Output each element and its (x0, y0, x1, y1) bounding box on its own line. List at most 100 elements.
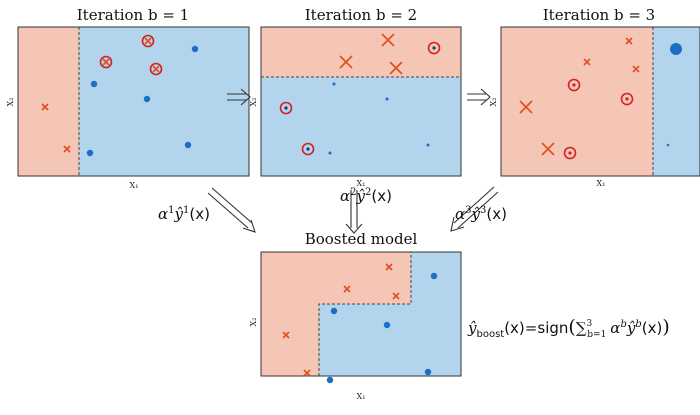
weight-3-arg: (x) (486, 205, 507, 223)
panel-2-title: Iteration b = 2 (305, 6, 417, 24)
weight-1-alpha-sup: 1 (168, 205, 174, 216)
arrow-iter2-to-boosted (345, 190, 363, 234)
formula-yhat-sup: b (635, 319, 641, 330)
panel-2-point-2 (339, 55, 353, 69)
boosted-xlabel: X₁ (357, 392, 366, 401)
weight-3-yhat-sup: 3 (480, 205, 486, 216)
panel-1-ylabel: X₂ (6, 98, 15, 107)
panel-3-ylabel: X₂ (489, 98, 498, 107)
formula-lhs: ŷ (467, 319, 477, 337)
arrow-iter3-to-boosted (450, 186, 499, 232)
weight-2-alpha: α (340, 187, 350, 205)
formula-rparen: ) (662, 316, 669, 338)
arrow-iter1-to-boosted (207, 187, 256, 233)
formula-lhs-sub: boost (476, 329, 504, 340)
weight-1-yhat: ŷ (174, 205, 184, 223)
weight-3-alpha: α (455, 205, 465, 223)
panel-1-frame (17, 26, 250, 177)
boosted-frame (260, 251, 462, 377)
formula-lparen: ( (568, 316, 575, 338)
panel-2-point-4 (427, 41, 441, 55)
boosted-point-3 (392, 292, 400, 300)
boosted-boundary (318, 252, 412, 376)
panel-1-point-6 (191, 45, 199, 53)
boosted-ylabel: X₂ (249, 318, 258, 327)
weight-1-yhat-sup: 1 (183, 205, 189, 216)
boosted-region-red-a (261, 252, 411, 304)
panel-3-point-2 (583, 58, 591, 66)
panel-1-point-4 (99, 55, 113, 69)
boosted-point-4 (282, 331, 290, 339)
panel-2-point-7 (332, 82, 336, 86)
panel-1-point-1 (41, 103, 49, 111)
panel-2-region-blue (261, 77, 461, 176)
weight-2-yhat: ŷ (356, 187, 366, 205)
formula-eq: = (525, 319, 538, 337)
panel-2-point-8 (385, 97, 389, 101)
panel-3-xlabel: X₁ (597, 179, 606, 188)
panel-1-point-3 (141, 34, 155, 48)
arrow-iter2-to-iter3 (467, 88, 491, 106)
formula-arg: (x) (642, 319, 663, 337)
weight-3-yhat: ŷ (471, 205, 481, 223)
panel-1-point-2 (63, 145, 71, 153)
boosted-point-8 (383, 321, 391, 329)
panel-boosted-model: Boosted model X₁ X₂ (249, 230, 462, 401)
panel-2-point-6 (301, 142, 315, 156)
panel-2-points (279, 33, 441, 156)
weight-2-alpha-sup: 2 (350, 187, 356, 198)
panel-3-point-3 (632, 65, 640, 73)
formula-alpha: α (610, 319, 620, 337)
arrow-iter1-to-iter2 (227, 88, 251, 106)
panel-1-point-9 (86, 149, 94, 157)
boosted-region-red-b (261, 304, 319, 376)
panel-3-point-7 (620, 92, 634, 106)
panel-2-point-9 (328, 151, 332, 155)
panel-3-point-1 (625, 37, 633, 45)
boosted-point-2 (343, 285, 351, 293)
weight-2-arg: (x) (371, 187, 392, 205)
panel-iteration-1: Iteration b = 1 X₁ X₂ (6, 6, 250, 190)
panel-1-region-blue (79, 27, 249, 176)
panel-1-point-5 (149, 62, 163, 76)
panel-2-region-red (261, 27, 461, 77)
boosted-title: Boosted model (305, 230, 418, 248)
panel-3-point-6 (567, 78, 581, 92)
panel-1-title: Iteration b = 1 (77, 6, 189, 24)
panel-2-point-10 (426, 143, 430, 147)
formula-alpha-sup: b (620, 319, 626, 330)
boosted-point-7 (330, 307, 338, 315)
boosted-points (282, 263, 438, 384)
boosted-point-5 (303, 369, 311, 377)
boosted-region-blue-b (319, 304, 411, 376)
panel-3-region-red (501, 27, 653, 176)
panel-3-point-9 (670, 43, 682, 55)
weight-1-arg: (x) (189, 205, 210, 223)
formula-lhs-arg: (x) (504, 319, 525, 337)
panel-2-point-1 (381, 33, 395, 47)
panel-1-point-10 (184, 141, 192, 149)
weight-label-3: α3ŷ3(x) (455, 205, 507, 223)
panel-1-point-7 (90, 80, 98, 88)
weight-1-alpha: α (158, 205, 168, 223)
weight-3-alpha-sup: 3 (465, 205, 471, 216)
boosted-point-10 (424, 368, 432, 376)
panel-3-point-8 (563, 146, 577, 160)
boosted-point-9 (326, 376, 334, 384)
panel-3-frame (500, 26, 700, 177)
weight-label-1: α1ŷ1(x) (158, 205, 210, 223)
panel-1-xlabel: X₁ (130, 181, 139, 190)
boosted-point-1 (385, 263, 393, 271)
panel-3-point-4 (519, 100, 533, 114)
panel-iteration-2: Iteration b = 2 X₁ X₂ (249, 6, 462, 188)
formula-sum: ∑ (576, 319, 587, 337)
panel-2-ylabel: X₂ (249, 98, 258, 107)
panel-2-xlabel: X₁ (357, 179, 366, 188)
panel-3-point-10 (666, 143, 670, 147)
boosted-region-blue-a (411, 252, 461, 376)
panel-3-point-5 (541, 142, 555, 156)
formula-sum-sup: 3 (587, 319, 593, 329)
panel-2-point-3 (389, 61, 403, 75)
panel-1-region-red (18, 27, 79, 176)
